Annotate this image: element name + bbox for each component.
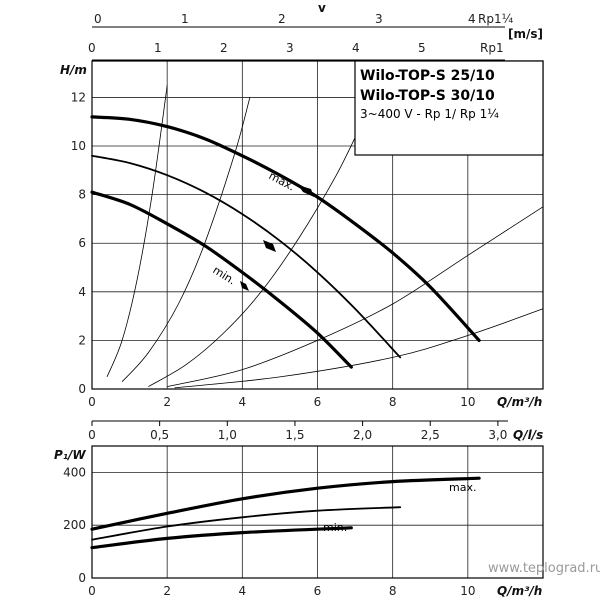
p-x-tick-2: 4 <box>239 584 247 598</box>
p-x-tick-4: 8 <box>389 584 397 598</box>
x-tick-3: 6 <box>314 395 322 409</box>
x-tick-5: 10 <box>460 395 475 409</box>
rp1-tick-5: 5 <box>418 41 426 55</box>
system-curve-4 <box>174 308 544 389</box>
rp1-tick-0: 0 <box>88 41 96 55</box>
velocity-unit: [m/s] <box>508 27 543 41</box>
system-curve-0 <box>106 85 168 378</box>
p-x-axis-label: Q/m³/h <box>497 584 542 598</box>
x-axis-label: Q/m³/h <box>497 395 542 409</box>
rp1-label: Rp1 <box>480 41 504 55</box>
secondary-axis-label: Q/l/s <box>513 428 543 442</box>
pump-curve-0 <box>90 115 481 342</box>
pump-curve-1 <box>91 154 402 359</box>
rp114-tick-0: 0 <box>94 12 102 26</box>
secondary-tick-0: 0 <box>88 428 96 442</box>
secondary-tick-5: 2,5 <box>421 428 440 442</box>
rp114-axis: 0 1 2 3 4 Rp1¼ <box>92 12 514 28</box>
y-tick-2: 4 <box>78 285 86 299</box>
secondary-tick-1: 0,5 <box>150 428 169 442</box>
power-chart: max. min. 0 200 400 0 2 4 6 8 10 P₁/W Q/m³/h <box>54 445 544 598</box>
velocity-axis-label: v <box>318 1 326 15</box>
y-axis-label: H/m <box>60 63 87 77</box>
rp1-axis: 0 1 2 3 4 5 Rp1 [m/s] <box>88 27 543 61</box>
x-tick-1: 2 <box>163 395 171 409</box>
watermark: www.teplograd.ru <box>488 561 600 576</box>
power-label-min: min. <box>323 521 347 534</box>
info-title-line2: Wilo-TOP-S 30/10 <box>360 88 495 104</box>
rp1-tick-2: 2 <box>220 41 228 55</box>
y-tick-5: 10 <box>71 139 86 153</box>
y-tick-1: 2 <box>78 333 86 347</box>
p-y-tick-2: 400 <box>63 465 86 479</box>
p-y-tick-0: 0 <box>78 571 86 585</box>
p-y-tick-1: 200 <box>63 518 86 532</box>
pump-curve-2 <box>90 190 353 369</box>
y-tick-3: 6 <box>78 236 86 250</box>
marker-max <box>298 185 314 197</box>
power-curve-0 <box>90 476 481 531</box>
system-curve-2 <box>148 121 363 387</box>
secondary-tick-6: 3,0 <box>488 428 507 442</box>
p-x-tick-3: 6 <box>314 584 322 598</box>
power-curve-1 <box>91 506 402 541</box>
info-title-line1: Wilo-TOP-S 25/10 <box>360 68 495 84</box>
p-x-tick-1: 2 <box>163 584 171 598</box>
marker-min <box>240 281 249 291</box>
system-curve-1 <box>121 97 251 382</box>
rp1-tick-4: 4 <box>352 41 360 55</box>
plot-frame <box>91 60 544 390</box>
rp114-label: Rp1¼ <box>478 12 514 26</box>
x-tick-2: 4 <box>239 395 247 409</box>
p-x-tick-0: 0 <box>88 584 96 598</box>
info-box: Wilo-TOP-S 25/10 Wilo-TOP-S 30/10 3~400 … <box>354 60 544 156</box>
power-curve-2 <box>90 526 353 550</box>
y-tick-0: 0 <box>78 382 86 396</box>
x-tick-0: 0 <box>88 395 96 409</box>
rp114-tick-1: 1 <box>181 12 189 26</box>
rp114-tick-2: 2 <box>278 12 286 26</box>
curve-label-max: max. <box>267 169 297 193</box>
rp1-tick-3: 3 <box>286 41 294 55</box>
rp1-tick-1: 1 <box>154 41 162 55</box>
y-tick-4: 8 <box>78 188 86 202</box>
secondary-tick-3: 1,5 <box>285 428 304 442</box>
p-x-tick-5: 10 <box>460 584 475 598</box>
x-tick-4: 8 <box>389 395 397 409</box>
system-curve-3 <box>167 206 544 387</box>
secondary-tick-2: 1,0 <box>218 428 237 442</box>
y-tick-6: 12 <box>71 90 86 104</box>
p-plot-frame <box>91 445 544 579</box>
rp114-tick-4: 4 <box>468 12 476 26</box>
rp114-tick-3: 3 <box>375 12 383 26</box>
secondary-tick-4: 2,0 <box>353 428 372 442</box>
p-y-axis-label: P₁/W <box>54 448 86 462</box>
marker-mid <box>263 240 276 252</box>
info-subtitle: 3~400 V - Rp 1/ Rp 1¼ <box>360 107 499 121</box>
power-label-max: max. <box>449 481 476 494</box>
